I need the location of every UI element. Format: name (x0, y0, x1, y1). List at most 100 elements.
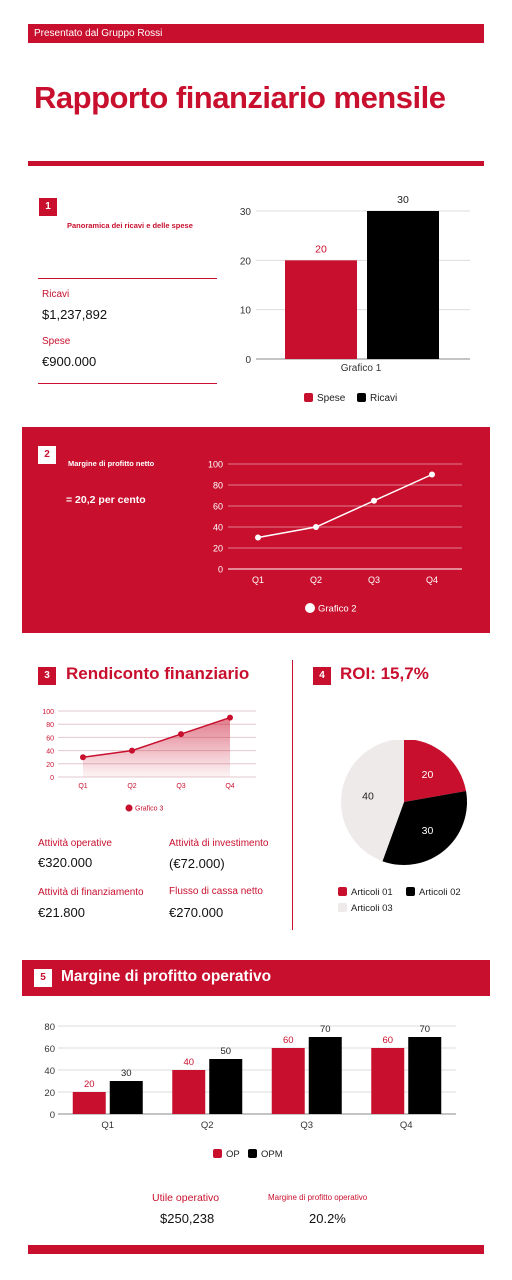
presenter-bar: Presentato dal Gruppo Rossi (28, 24, 484, 43)
y-tick-label: 40 (44, 1066, 55, 1077)
section-2-number: 2 (38, 446, 56, 464)
pie-slice (341, 740, 404, 862)
data-label: 60 (283, 1035, 294, 1046)
data-label: 60 (382, 1035, 393, 1046)
legend-label: Grafico 3 (135, 806, 164, 813)
x-tick-label: Q1 (78, 783, 87, 790)
operating-margin-label: Margine di profitto operativo (268, 1193, 368, 1202)
cash-item-label: Attività di investimento (169, 838, 269, 849)
revenue-expenses-chart: 0 10 20 30 20 30 Grafico 1 Spese Ricavi (240, 194, 470, 404)
operating-margin-value: 20.2% (309, 1211, 346, 1226)
x-tick-label: Grafico 1 (341, 363, 382, 374)
y-tick-label: 40 (46, 749, 54, 756)
data-point (371, 497, 377, 504)
x-tick-label: Q2 (127, 783, 136, 790)
legend-label: Grafico 2 (318, 604, 357, 615)
x-tick-label: Q1 (101, 1120, 114, 1131)
bar (285, 260, 357, 359)
x-tick-label: Q3 (300, 1120, 313, 1131)
net-margin-value: = 20,2 per cento (66, 494, 146, 506)
legend-swatch (357, 393, 366, 402)
legend-swatch (338, 887, 347, 896)
y-tick-label: 30 (240, 207, 252, 218)
section-5-number: 5 (34, 969, 52, 987)
net-margin-chart: 0 20 40 60 80 100 Q1 Q2 Q3 Q4 Grafico 2 (208, 460, 462, 615)
data-point (129, 747, 135, 754)
data-label: 40 (362, 791, 374, 803)
data-label: 30 (121, 1068, 132, 1079)
series-line (82, 716, 231, 758)
y-tick-label: 20 (44, 1088, 55, 1099)
cash-item-value: €270.000 (169, 905, 224, 920)
bar (172, 1070, 206, 1114)
pie-slice (382, 791, 467, 865)
data-label: 20 (84, 1079, 95, 1090)
operating-margin-chart: 0 20 40 60 80 20 30 Q1 40 50 Q2 60 70 Q3 60 70 Q4 OP OPM (44, 1022, 456, 1160)
cash-flow-chart: 0 20 40 60 80 100 Q1 Q2 Q3 Q4 Grafico 3 (42, 709, 256, 813)
x-tick-label: Q2 (201, 1120, 214, 1131)
y-tick-label: 60 (213, 502, 223, 512)
x-tick-label: Q2 (310, 575, 322, 585)
legend-label: OPM (261, 1149, 283, 1160)
legend-label: OP (226, 1149, 240, 1160)
series-line (257, 473, 433, 539)
page-title: Rapporto finanziario mensile (34, 80, 446, 115)
footer-rule (28, 1245, 484, 1254)
data-point (80, 754, 86, 761)
x-tick-label: Q4 (225, 783, 234, 790)
data-point (255, 534, 261, 541)
y-tick-label: 80 (213, 481, 223, 491)
legend-swatch (406, 887, 415, 896)
y-tick-label: 80 (46, 722, 54, 729)
data-point (313, 524, 319, 530)
series-area (83, 717, 230, 777)
legend-swatch (304, 393, 313, 402)
cash-item-label: Flusso di cassa netto (169, 886, 263, 897)
y-tick-label: 80 (44, 1022, 55, 1033)
data-label: 30 (422, 825, 434, 837)
y-tick-label: 0 (50, 1110, 55, 1121)
legend-label: Ricavi (370, 393, 397, 404)
x-tick-label: Q4 (400, 1120, 413, 1131)
data-point (227, 714, 233, 721)
section-separator (292, 660, 293, 930)
x-tick-label: Q4 (426, 575, 438, 585)
bar (109, 1081, 143, 1114)
data-label: 70 (419, 1024, 430, 1035)
legend-label: Articoli 02 (419, 887, 461, 898)
y-tick-label: 60 (44, 1044, 55, 1055)
roi-pie-chart: 20 30 40 Articoli 01 Articoli 02 Articoli 03 (338, 740, 467, 914)
section-1-heading: Panoramica dei ricavi e delle spese (67, 221, 193, 230)
section-3-number: 3 (38, 667, 56, 685)
bar (367, 211, 439, 359)
title-divider (28, 161, 484, 166)
section-1-number: 1 (39, 198, 57, 216)
data-label: 40 (183, 1057, 194, 1068)
section-5-heading: Margine di profitto operativo (61, 968, 272, 985)
operating-income-label: Utile operativo (152, 1192, 220, 1204)
x-tick-label: Q1 (252, 575, 264, 585)
y-tick-label: 40 (213, 523, 223, 533)
legend-label: Articoli 03 (351, 903, 393, 914)
x-tick-label: Q3 (368, 575, 380, 585)
expenses-label: Spese (42, 336, 71, 347)
section-1-divider-bottom (38, 383, 217, 384)
data-point (429, 471, 435, 478)
cash-item-value: €21.800 (38, 905, 85, 920)
y-tick-label: 60 (46, 735, 54, 742)
section-4-number: 4 (313, 667, 331, 685)
revenue-label: Ricavi (42, 289, 70, 300)
y-tick-label: 0 (50, 775, 54, 782)
x-tick-label: Q3 (176, 783, 185, 790)
data-label: 20 (315, 243, 327, 255)
legend-swatch (213, 1149, 222, 1158)
data-label: 70 (320, 1024, 331, 1035)
bar (408, 1037, 442, 1114)
pie-slice (404, 740, 467, 802)
data-label: 20 (422, 769, 434, 781)
bar (271, 1048, 305, 1114)
legend-swatch (248, 1149, 257, 1158)
section-1-divider-top (38, 278, 217, 279)
y-tick-label: 20 (240, 256, 252, 267)
revenue-value: $1,237,892 (42, 307, 108, 322)
